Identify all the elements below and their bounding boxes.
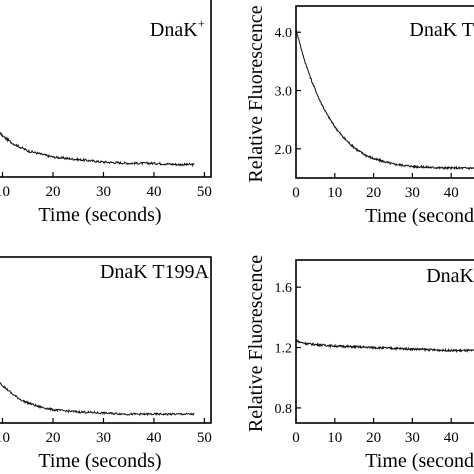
plot-frame — [295, 5, 474, 179]
x-tick-label: 10 — [0, 184, 10, 200]
y-tick-label: 0.8 — [275, 402, 293, 417]
chart-panel-3: 10 20 30 40 50 DnaK T199A Time (seconds) — [0, 256, 212, 472]
x-axis-label: Time (seconds) — [38, 204, 161, 226]
x-tick-label: 50 — [197, 184, 212, 200]
x-tick-label: 30 — [96, 430, 111, 446]
y-tick-label: 2.0 — [275, 143, 293, 158]
y-tick-label: 3.0 — [275, 85, 293, 100]
x-tick-label: 20 — [45, 430, 60, 446]
x-tick-label: 10 — [327, 185, 342, 201]
data-trace — [0, 131, 195, 168]
panel-title: DnaK — [426, 265, 474, 287]
x-axis-label: Time (seconds) — [38, 450, 161, 472]
panel-title: DnaK T — [409, 19, 474, 41]
panel-title: DnaK+ — [150, 16, 205, 41]
data-trace — [295, 29, 474, 171]
y-axis-label: Relative Fluorescence — [245, 5, 267, 182]
y-tick-label: 1.6 — [275, 281, 293, 296]
x-tick-label: 40 — [146, 430, 161, 446]
panel-title-superscript: + — [198, 16, 205, 31]
y-axis-label: Relative Fluorescence — [245, 255, 267, 432]
chart-panel-1: 10 20 30 40 50 DnaK+ Time (seconds) — [0, 0, 212, 226]
x-tick-label: 40 — [146, 184, 161, 200]
chart-panel-2: 0 10 20 30 40 4.0 3.0 2.0 DnaK T Time (second Rela… — [245, 5, 474, 227]
x-tick-label: 40 — [444, 185, 459, 201]
x-tick-label: 30 — [405, 185, 420, 201]
x-tick-label: 30 — [96, 184, 111, 200]
plot-frame — [295, 259, 474, 424]
x-tick-label: 40 — [444, 430, 459, 446]
x-tick-label: 20 — [366, 185, 381, 201]
x-tick-label: 0 — [292, 185, 300, 201]
data-trace — [295, 339, 474, 354]
y-tick-label: 4.0 — [275, 26, 293, 41]
panel-title: DnaK T199A — [100, 261, 210, 283]
x-tick-label: 20 — [45, 184, 60, 200]
chart-panel-4: 0 10 20 30 40 1.6 1.2 0.8 DnaK Time (second Relati… — [245, 255, 474, 472]
x-tick-label: 0 — [292, 430, 300, 446]
x-tick-label: 20 — [366, 430, 381, 446]
plot-frame — [0, 256, 212, 424]
x-tick-label: 50 — [197, 430, 212, 446]
x-axis-label: Time (second — [365, 205, 474, 227]
plot-frame — [0, 0, 212, 178]
y-tick-label: 1.2 — [275, 342, 293, 357]
x-tick-label: 10 — [327, 430, 342, 446]
x-tick-label: 30 — [405, 430, 420, 446]
x-axis-label: Time (second — [365, 450, 474, 472]
x-tick-label: 10 — [0, 430, 10, 446]
data-trace — [0, 381, 195, 417]
